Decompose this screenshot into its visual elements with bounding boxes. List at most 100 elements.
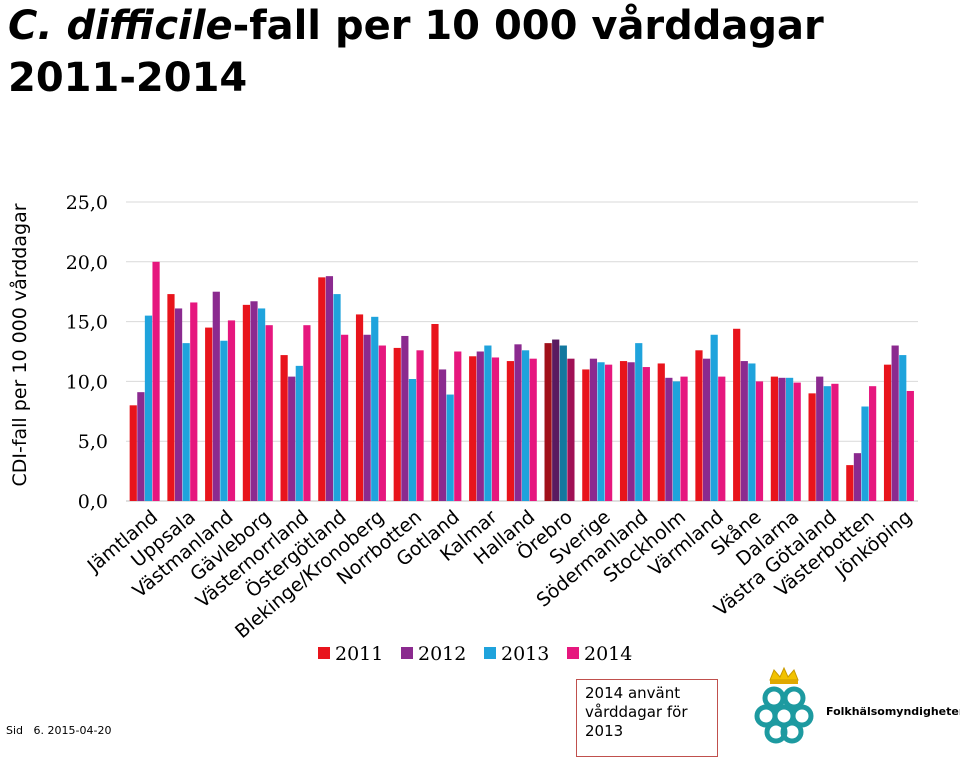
bar-2011 bbox=[242, 304, 250, 501]
bar-2013 bbox=[748, 363, 756, 501]
bar-2013 bbox=[484, 345, 492, 501]
bar-2012 bbox=[401, 335, 409, 501]
bar-2012 bbox=[589, 358, 598, 501]
bar-2012 bbox=[288, 376, 296, 501]
legend-swatch-2012 bbox=[401, 647, 413, 659]
title-line-2: 2011-2014 bbox=[8, 55, 248, 101]
note-line-2: vårddagar för bbox=[585, 703, 688, 721]
bar-2013 bbox=[635, 343, 643, 501]
bar-2012 bbox=[702, 358, 711, 501]
footer: Sid 6. 2015-04-20 bbox=[6, 724, 111, 737]
bar-2011 bbox=[619, 361, 628, 501]
bar-2012 bbox=[174, 308, 183, 501]
bar-2014 bbox=[605, 364, 613, 501]
bar-2013 bbox=[144, 315, 153, 501]
bar-2011 bbox=[318, 277, 326, 501]
bar-2011 bbox=[129, 405, 137, 501]
y-axis-label: CDI-fall per 10 000 vårddagar bbox=[8, 203, 31, 486]
bar-2013 bbox=[672, 381, 681, 501]
y-axis-ticks: 0,0 5,0 10,0 15,0 20,0 25,0 bbox=[66, 192, 108, 513]
bar-2012 bbox=[137, 392, 145, 501]
bar-2012 bbox=[514, 344, 522, 501]
title-line-1: C. difficile-fall per 10 000 vårddagar bbox=[8, 0, 824, 52]
bar-2011 bbox=[506, 361, 514, 501]
bar-2011 bbox=[808, 393, 816, 501]
bar-2013 bbox=[597, 362, 605, 501]
bar-2013 bbox=[258, 308, 266, 501]
note-line-1: 2014 använt bbox=[585, 684, 681, 702]
chart-bars bbox=[129, 261, 914, 501]
bar-2013 bbox=[295, 365, 303, 501]
bar-2012 bbox=[891, 345, 899, 501]
bar-2012 bbox=[438, 369, 447, 501]
bar-2013 bbox=[861, 406, 869, 501]
bar-2014 bbox=[529, 358, 537, 501]
bar-2011 bbox=[469, 356, 477, 501]
bar-2012 bbox=[476, 351, 484, 501]
bar-2014 bbox=[227, 320, 236, 501]
bar-2014 bbox=[190, 302, 198, 501]
bar-2012 bbox=[552, 339, 560, 501]
y-tick-label: 15,0 bbox=[66, 312, 108, 334]
bar-2014 bbox=[152, 261, 160, 501]
y-tick-label: 25,0 bbox=[66, 192, 108, 214]
bar-2014 bbox=[718, 376, 726, 501]
legend-label-2014: 2014 bbox=[584, 643, 632, 665]
bar-2011 bbox=[770, 376, 778, 501]
bar-2011 bbox=[544, 343, 552, 501]
bar-2011 bbox=[205, 327, 213, 501]
y-tick-label: 0,0 bbox=[78, 491, 108, 513]
bar-2013 bbox=[786, 377, 794, 501]
bar-2013 bbox=[710, 334, 718, 501]
bar-2013 bbox=[333, 294, 341, 501]
bar-2012 bbox=[250, 301, 258, 501]
legend-swatch-2014 bbox=[567, 647, 579, 659]
bar-2013 bbox=[446, 394, 454, 501]
legend-label-2012: 2012 bbox=[418, 643, 466, 665]
bar-2013 bbox=[522, 350, 530, 501]
bar-2012 bbox=[627, 362, 635, 501]
legend-label-2011: 2011 bbox=[335, 643, 383, 665]
bar-2014 bbox=[680, 376, 688, 501]
bar-2013 bbox=[220, 340, 228, 501]
bar-2011 bbox=[695, 350, 703, 501]
bar-2011 bbox=[393, 347, 401, 501]
bar-2014 bbox=[642, 367, 650, 501]
bar-2011 bbox=[167, 294, 175, 501]
bar-2014 bbox=[567, 358, 575, 501]
bar-2014 bbox=[869, 386, 877, 501]
title-italic: C. difficile bbox=[8, 3, 233, 49]
bar-2012 bbox=[778, 377, 786, 501]
bar-2011 bbox=[733, 328, 741, 501]
bar-chart: 0,0 5,0 10,0 15,0 20,0 25,0 CDI-fall per 10 0… bbox=[8, 192, 918, 665]
bar-2014 bbox=[265, 325, 273, 501]
bar-2011 bbox=[657, 363, 665, 501]
bar-2014 bbox=[831, 383, 839, 501]
legend-swatch-2013 bbox=[484, 647, 496, 659]
bar-2012 bbox=[325, 276, 334, 501]
bar-2014 bbox=[491, 357, 500, 501]
bar-2014 bbox=[378, 345, 386, 501]
note-box: 2014 använt vårddagar för 2013 bbox=[576, 679, 718, 757]
y-tick-label: 5,0 bbox=[78, 431, 108, 453]
footer-sid-label: Sid bbox=[6, 724, 24, 737]
title-rest: -fall per 10 000 vårddagar bbox=[232, 3, 824, 49]
bar-2013 bbox=[182, 343, 190, 501]
bar-2011 bbox=[431, 323, 439, 501]
note-line-3: 2013 bbox=[585, 722, 624, 740]
page-title: C. difficile-fall per 10 000 vårddagar 2… bbox=[8, 0, 824, 104]
bar-2013 bbox=[408, 379, 417, 501]
bar-2014 bbox=[793, 382, 801, 501]
bar-2011 bbox=[846, 465, 854, 501]
logo-name: Folkhälsomyndigheten bbox=[826, 705, 960, 718]
bar-2014 bbox=[303, 325, 311, 501]
footer-page-date: 6. 2015-04-20 bbox=[33, 724, 112, 737]
bar-2014 bbox=[454, 351, 462, 501]
legend-label-2013: 2013 bbox=[501, 643, 549, 665]
bar-2011 bbox=[883, 364, 892, 501]
bar-2012 bbox=[665, 377, 673, 501]
bar-2012 bbox=[816, 376, 824, 501]
legend-swatch-2011 bbox=[318, 647, 330, 659]
bar-2012 bbox=[853, 453, 862, 501]
bar-2014 bbox=[341, 334, 349, 501]
